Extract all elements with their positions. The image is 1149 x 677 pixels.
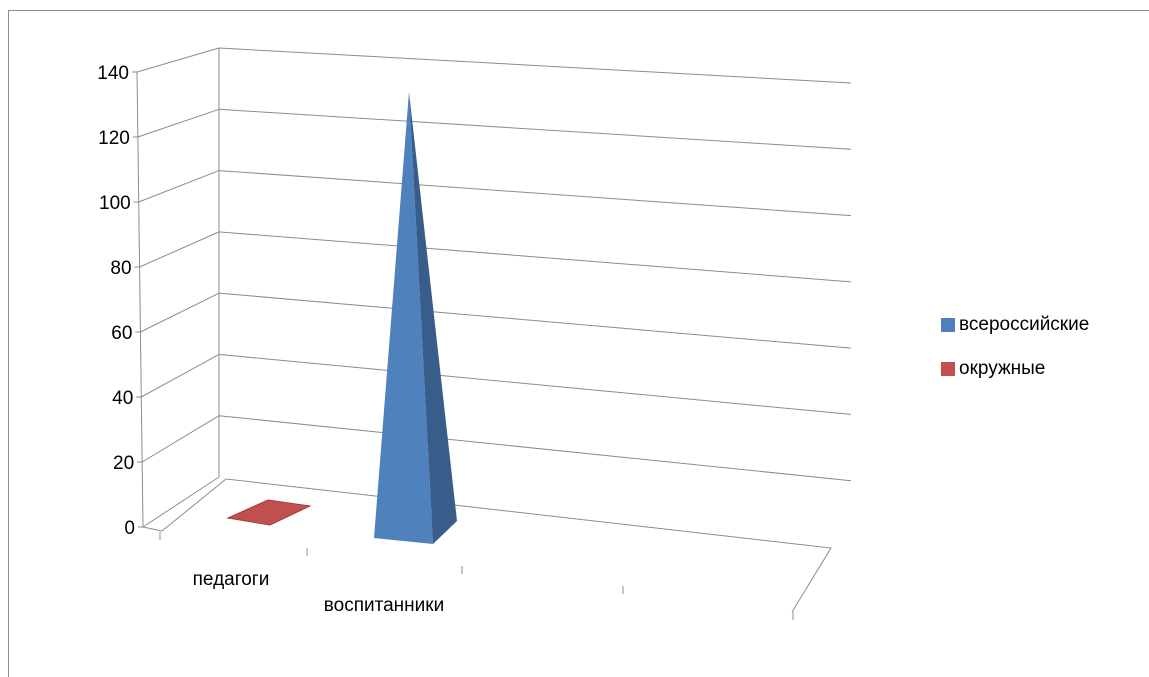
category-label-vospitanniki: воспитанники (324, 595, 444, 616)
legend-item-vserossiyskie: всероссийские (941, 314, 1089, 336)
gridline-depth (141, 415, 220, 463)
y-tick-label: 0 (124, 518, 135, 539)
y-tick-label: 140 (97, 63, 129, 84)
grid-layer (136, 47, 852, 620)
legend-swatch-vserossiyskie (941, 318, 955, 332)
y-tick-label: 20 (113, 453, 134, 474)
gridline-depth (138, 170, 220, 203)
gridline (218, 170, 852, 217)
bar-vserossiyskie-1-front (374, 92, 433, 544)
y-tick-label: 80 (110, 258, 131, 279)
legend-item-okruzhnye: окружные (941, 358, 1089, 380)
y-tick-label: 60 (111, 323, 132, 344)
y-tick-label: 120 (98, 128, 130, 149)
legend-swatch-okruzhnye (941, 362, 955, 376)
gridline-depth (140, 292, 220, 333)
gridline (218, 47, 852, 84)
floor-front-edge (142, 526, 163, 532)
gridline-depth (137, 108, 220, 138)
legend-label-vserossiyskie: всероссийские (959, 314, 1090, 335)
y-axis: 0 20 40 60 80 100 120 140 (97, 63, 143, 539)
legend: всероссийские окружные (941, 314, 1089, 402)
bar-vserossiyskie-1-side (409, 92, 457, 544)
y-tick-label: 40 (112, 388, 133, 409)
floor-outline (161, 478, 832, 613)
gridline (218, 353, 852, 415)
gridline (218, 292, 852, 349)
legend-label-okruzhnye: окружные (959, 358, 1046, 379)
bar-okruzhnye-0 (226, 499, 312, 526)
gridline-depth (136, 47, 220, 73)
gridline-depth (142, 476, 220, 528)
gridline (218, 108, 852, 150)
y-axis-line (136, 71, 144, 528)
gridline (218, 231, 852, 283)
gridline-depth (141, 353, 220, 398)
data-marks (226, 92, 457, 544)
chart-frame (8, 10, 1149, 677)
category-label-pedagogi: педагоги (193, 569, 270, 590)
y-tick-label: 100 (99, 193, 131, 214)
gridline-depth (139, 231, 220, 268)
gridline (218, 415, 852, 482)
